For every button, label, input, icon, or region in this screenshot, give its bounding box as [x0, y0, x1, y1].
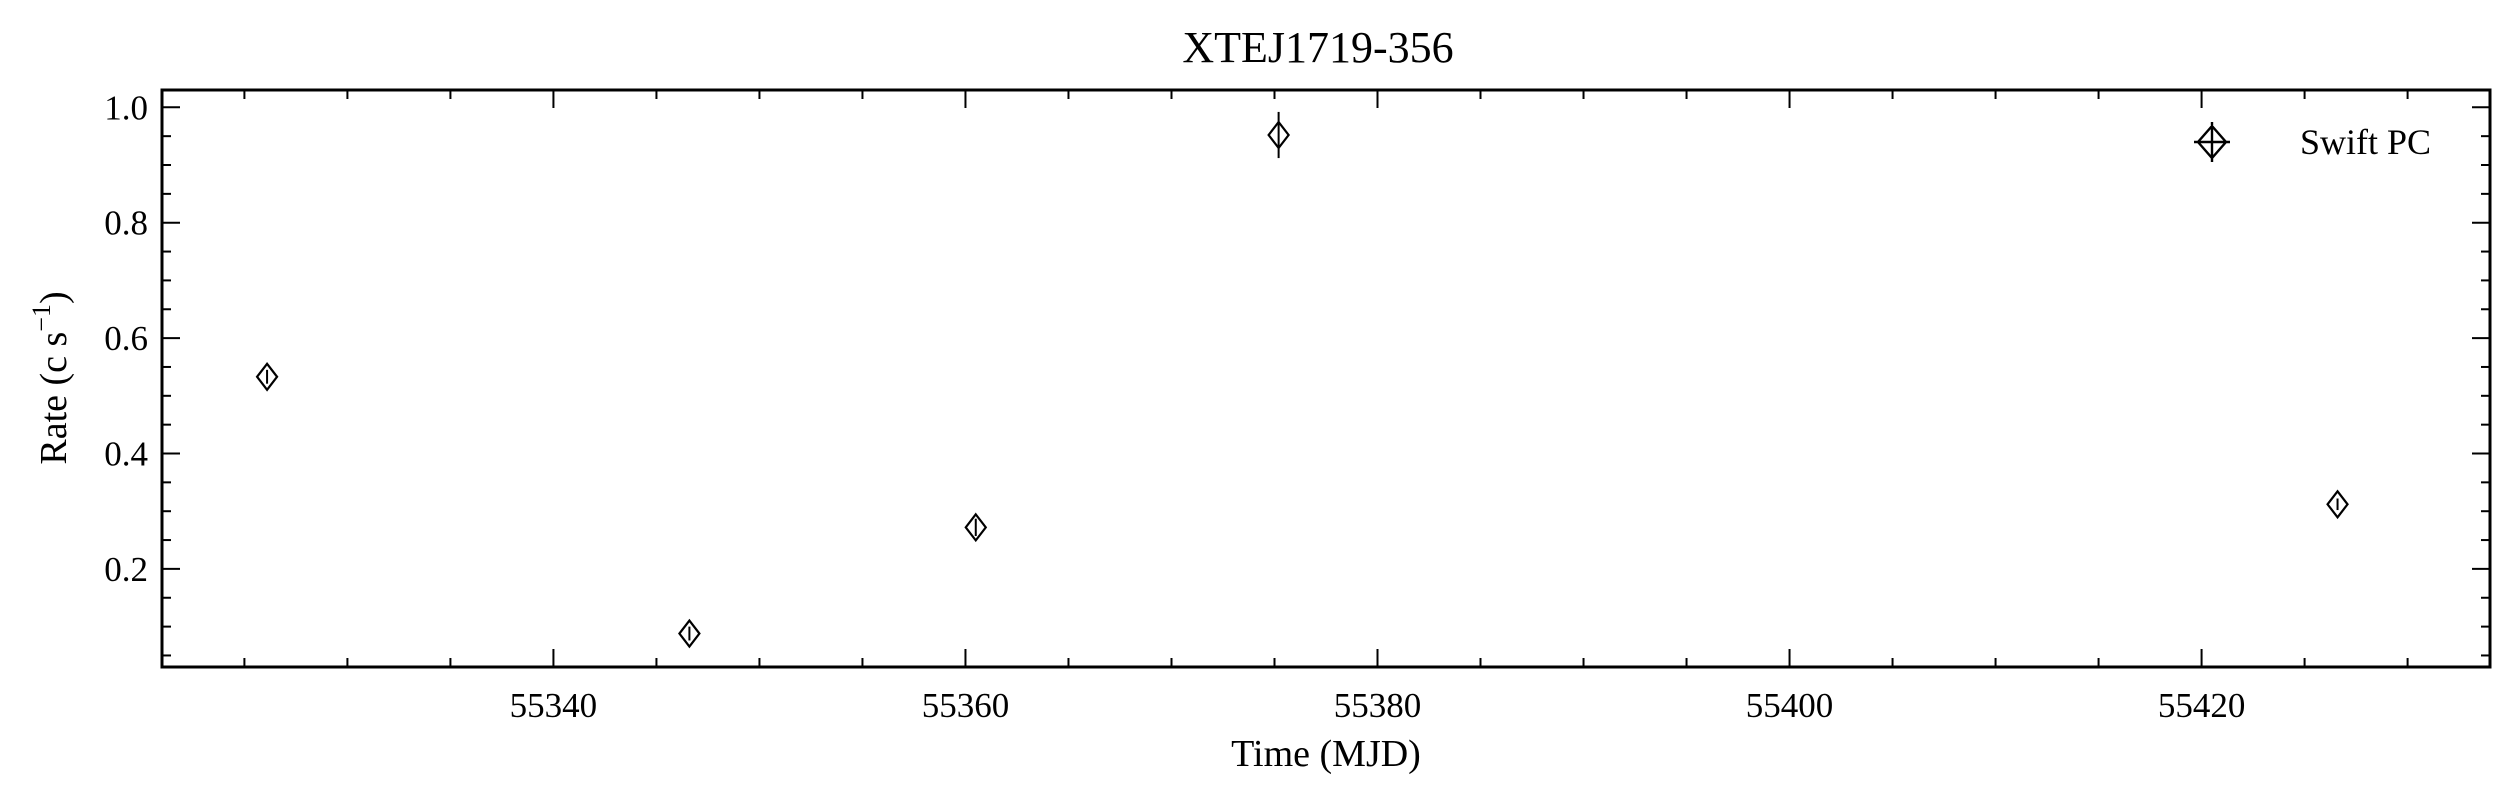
ticks	[162, 90, 2490, 667]
x-tick-label: 55360	[922, 686, 1010, 725]
diamond-marker	[1267, 120, 1291, 150]
diamond-marker	[2326, 489, 2349, 520]
y-tick-label: 1.0	[104, 88, 148, 127]
legend-label: Swift PC	[2300, 122, 2431, 162]
diamond-marker	[964, 512, 988, 543]
x-axis-label: Time (MJD)	[1231, 733, 1421, 775]
diamond-marker	[255, 361, 279, 392]
data-point	[1267, 111, 1291, 159]
data-point	[2326, 489, 2349, 520]
tick-labels: 55340 55360 55380 55400 55420 0.2 0.4 0.6 0.8 1.0	[104, 88, 2245, 725]
y-tick-label: 0.6	[104, 319, 148, 358]
y-tick-label: 0.2	[104, 550, 148, 589]
legend: Swift PC	[2194, 122, 2431, 162]
x-tick-label: 55420	[2158, 686, 2246, 725]
data-point	[678, 618, 701, 649]
plot-frame	[160, 88, 2492, 669]
legend-marker	[2194, 122, 2230, 162]
y-tick-label: 0.4	[104, 435, 148, 474]
y-axis-label: Rate (c s−1)	[27, 291, 75, 464]
data-point	[255, 361, 279, 392]
y-tick-label: 0.8	[104, 204, 148, 243]
data-points	[255, 111, 2349, 649]
x-tick-label: 55400	[1746, 686, 1834, 725]
x-tick-label: 55380	[1334, 686, 1422, 725]
data-point	[964, 512, 988, 543]
diamond-marker	[678, 618, 701, 649]
x-tick-label: 55340	[510, 686, 598, 725]
chart-title: XTEJ1719-356	[1182, 23, 1453, 72]
